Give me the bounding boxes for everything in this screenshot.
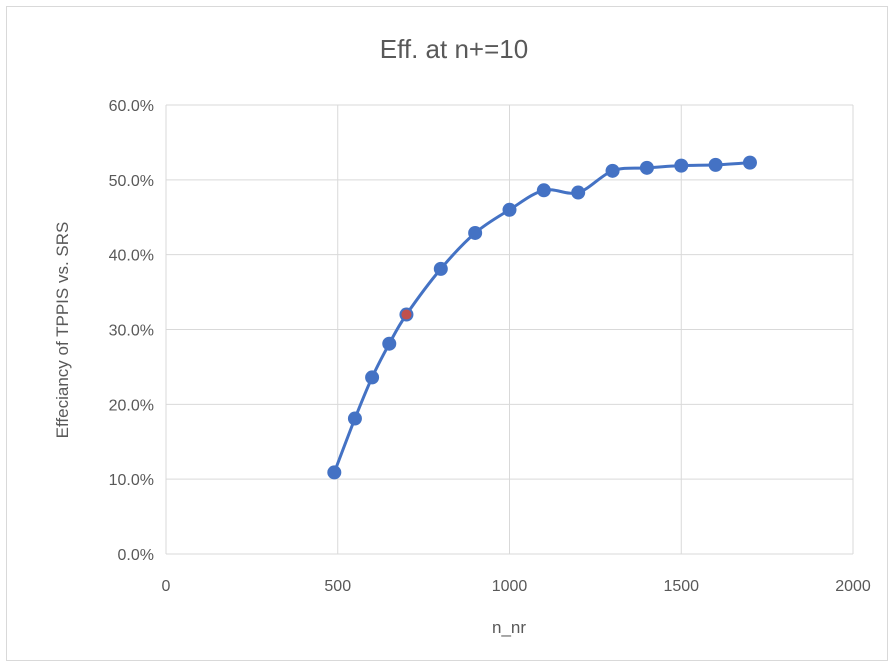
y-tick-label: 10.0% [109,472,154,489]
tick-labels: 0.0% 10.0% 20.0% 30.0% 40.0% 50.0% 60.0% 0 500 10… [109,98,871,595]
y-tick-label: 60.0% [109,98,154,115]
series-group [327,155,757,480]
x-axis-label: n_nr [492,618,526,637]
y-tick-label: 20.0% [109,397,154,414]
highlighted-data-point [401,309,412,320]
data-point [605,163,620,178]
chart-title: Eff. at n+=10 [380,34,528,64]
x-tick-label: 1000 [492,578,528,595]
data-point [742,155,757,170]
data-point [382,336,397,351]
data-point [433,261,448,276]
series-line [332,161,752,474]
x-tick-label: 2000 [835,578,871,595]
x-tick-label: 500 [324,578,351,595]
data-point [639,160,654,175]
y-axis-label: Effeciancy of TPPIS vs. SRS [53,222,72,439]
data-point [468,225,483,240]
x-tick-label: 0 [162,578,171,595]
data-point [571,185,586,200]
y-tick-label: 50.0% [109,173,154,190]
gridlines [165,104,854,555]
x-tick-label: 1500 [663,578,699,595]
data-point [327,465,342,480]
chart-area [6,6,888,661]
data-point [536,183,551,198]
data-point [365,370,380,385]
y-tick-label: 0.0% [118,547,154,564]
y-tick-label: 30.0% [109,323,154,340]
data-point [674,158,689,173]
data-point [502,202,517,217]
data-point [347,411,362,426]
y-tick-label: 40.0% [109,248,154,265]
data-point [708,157,723,172]
